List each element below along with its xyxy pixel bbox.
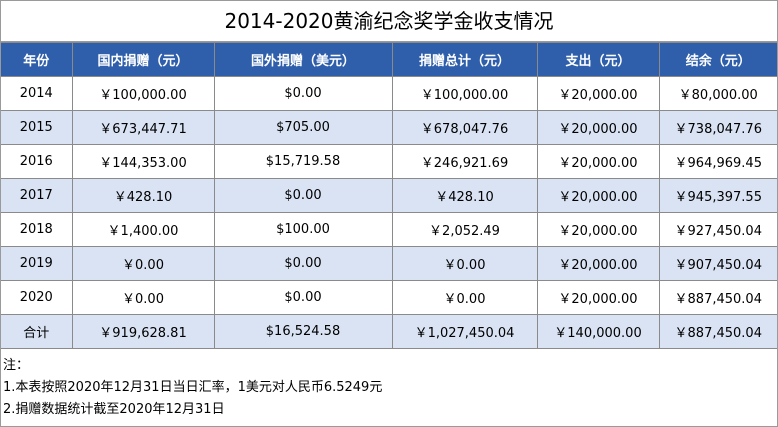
table-row: 2017 ￥428.10 $0.00 ￥428.10 ￥20,000.00 ￥9…	[1, 178, 777, 213]
cell-total: ￥100,000.00	[391, 76, 538, 111]
cell-domestic: ￥144,353.00	[71, 144, 215, 179]
cell-balance: ￥907,450.04	[658, 246, 777, 281]
cell-expense: ￥20,000.00	[536, 280, 660, 315]
cell-foreign: $15,719.58	[213, 144, 393, 179]
cell-domestic: ￥1,400.00	[71, 212, 215, 247]
total-foreign: $16,524.58	[213, 314, 393, 349]
total-row: 合计 ￥919,628.81 $16,524.58 ￥1,027,450.04 …	[1, 314, 777, 349]
table-row: 2014 ￥100,000.00 $0.00 ￥100,000.00 ￥20,0…	[1, 76, 777, 111]
cell-foreign: $0.00	[213, 76, 393, 111]
header-year: 年份	[1, 42, 73, 77]
header-expense: 支出（元）	[536, 42, 660, 77]
notes-heading: 注：	[3, 358, 30, 373]
cell-balance: ￥964,969.45	[658, 144, 777, 179]
cell-year: 2020	[1, 280, 73, 315]
cell-balance: ￥738,047.76	[658, 110, 777, 145]
cell-expense: ￥20,000.00	[536, 178, 660, 213]
cell-year: 2019	[1, 246, 73, 281]
total-domestic: ￥919,628.81	[71, 314, 215, 349]
table-row: 2020 ￥0.00 $0.00 ￥0.00 ￥20,000.00 ￥887,4…	[1, 280, 777, 315]
cell-total: ￥428.10	[391, 178, 538, 213]
header-balance: 结余（元）	[658, 42, 777, 77]
table-row: 2015 ￥673,447.71 $705.00 ￥678,047.76 ￥20…	[1, 110, 777, 145]
cell-foreign: $0.00	[213, 178, 393, 213]
finance-table: 年份 国内捐赠（元） 国外捐赠（美元） 捐赠总计（元） 支出（元） 结余（元） …	[1, 42, 777, 349]
cell-domestic: ￥0.00	[71, 246, 215, 281]
total-donation: ￥1,027,450.04	[391, 314, 538, 349]
notes-section: 注： 1.本表按照2020年12月31日当日汇率，1美元对人民币6.5249元 …	[1, 349, 777, 421]
cell-foreign: $100.00	[213, 212, 393, 247]
header-row: 年份 国内捐赠（元） 国外捐赠（美元） 捐赠总计（元） 支出（元） 结余（元）	[1, 42, 777, 77]
cell-year: 2016	[1, 144, 73, 179]
cell-domestic: ￥673,447.71	[71, 110, 215, 145]
total-label: 合计	[1, 314, 73, 349]
cell-expense: ￥20,000.00	[536, 110, 660, 145]
note-line: 1.本表按照2020年12月31日当日汇率，1美元对人民币6.5249元	[3, 380, 383, 395]
cell-balance: ￥887,450.04	[658, 280, 777, 315]
cell-total: ￥0.00	[391, 280, 538, 315]
cell-total: ￥678,047.76	[391, 110, 538, 145]
total-expense: ￥140,000.00	[536, 314, 660, 349]
cell-total: ￥246,921.69	[391, 144, 538, 179]
cell-domestic: ￥428.10	[71, 178, 215, 213]
note-line: 2.捐赠数据统计截至2020年12月31日	[3, 402, 225, 417]
cell-year: 2014	[1, 76, 73, 111]
table-row: 2018 ￥1,400.00 $100.00 ￥2,052.49 ￥20,000…	[1, 212, 777, 247]
cell-expense: ￥20,000.00	[536, 212, 660, 247]
cell-balance: ￥927,450.04	[658, 212, 777, 247]
cell-foreign: $705.00	[213, 110, 393, 145]
table-title: 2014-2020黄渝纪念奖学金收支情况	[1, 1, 777, 42]
table-row: 2016 ￥144,353.00 $15,719.58 ￥246,921.69 …	[1, 144, 777, 179]
cell-total: ￥0.00	[391, 246, 538, 281]
cell-year: 2018	[1, 212, 73, 247]
cell-foreign: $0.00	[213, 246, 393, 281]
cell-year: 2015	[1, 110, 73, 145]
cell-expense: ￥20,000.00	[536, 76, 660, 111]
cell-balance: ￥945,397.55	[658, 178, 777, 213]
header-total-donation: 捐赠总计（元）	[391, 42, 538, 77]
cell-year: 2017	[1, 178, 73, 213]
cell-total: ￥2,052.49	[391, 212, 538, 247]
cell-balance: ￥80,000.00	[658, 76, 777, 111]
cell-domestic: ￥100,000.00	[71, 76, 215, 111]
header-foreign-donation: 国外捐赠（美元）	[213, 42, 393, 77]
cell-expense: ￥20,000.00	[536, 246, 660, 281]
cell-expense: ￥20,000.00	[536, 144, 660, 179]
cell-domestic: ￥0.00	[71, 280, 215, 315]
table-row: 2019 ￥0.00 $0.00 ￥0.00 ￥20,000.00 ￥907,4…	[1, 246, 777, 281]
header-domestic-donation: 国内捐赠（元）	[71, 42, 215, 77]
cell-foreign: $0.00	[213, 280, 393, 315]
total-balance: ￥887,450.04	[658, 314, 777, 349]
